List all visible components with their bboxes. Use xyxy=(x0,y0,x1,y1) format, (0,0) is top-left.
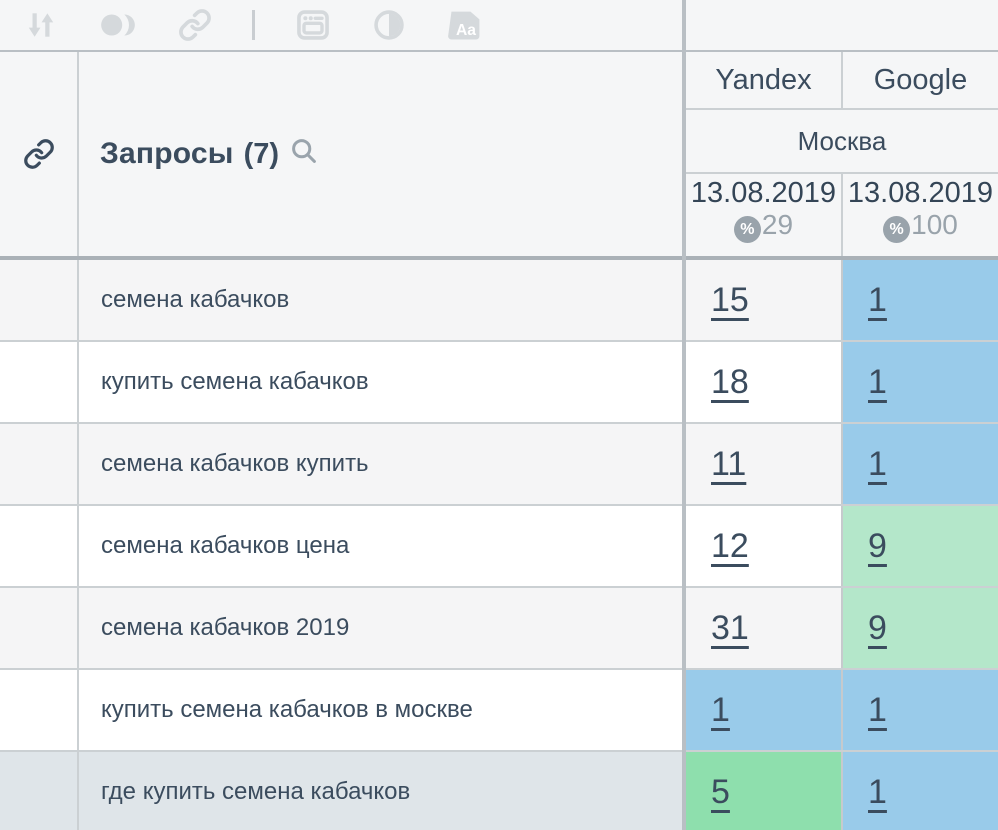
table-row: семена кабачков 2019 31 9 xyxy=(0,588,998,670)
keyword-cell[interactable]: купить семена кабачков xyxy=(79,342,686,422)
yandex-position-link[interactable]: 18 xyxy=(711,362,749,401)
visibility-percent: 29 xyxy=(761,209,794,241)
keyword-rows: семена кабачков 15 1 купить семена кабач… xyxy=(0,260,998,830)
yandex-position-cell: 15 xyxy=(686,260,843,340)
sort-icon[interactable] xyxy=(24,8,58,42)
google-position-link[interactable]: 9 xyxy=(868,608,887,647)
positions-header: Yandex Google Москва 13.08.2019 % 29 13.… xyxy=(686,52,998,256)
keyword-cell[interactable]: семена кабачков 2019 xyxy=(79,588,686,668)
google-position-link[interactable]: 1 xyxy=(868,280,887,319)
keyword-cell[interactable]: купить семена кабачков в москве xyxy=(79,670,686,750)
row-select-cell[interactable] xyxy=(0,506,79,586)
yandex-position-cell: 18 xyxy=(686,342,843,422)
date-header-google[interactable]: 13.08.2019 % 100 xyxy=(843,174,998,256)
google-position-link[interactable]: 9 xyxy=(868,526,887,565)
window-snippet-icon[interactable] xyxy=(295,7,331,43)
yandex-position-cell: 31 xyxy=(686,588,843,668)
keyword-label: семена кабачков купить xyxy=(101,450,369,477)
row-select-cell[interactable] xyxy=(0,342,79,422)
google-position-cell: 9 xyxy=(843,506,998,586)
google-position-link[interactable]: 1 xyxy=(868,772,887,811)
link-column-header[interactable] xyxy=(0,52,79,256)
keyword-label: семена кабачков xyxy=(101,286,290,313)
queries-header-cell: Запросы (7) xyxy=(0,52,682,256)
yandex-position-cell: 11 xyxy=(686,424,843,504)
google-position-cell: 1 xyxy=(843,424,998,504)
date-header-yandex[interactable]: 13.08.2019 % 29 xyxy=(686,174,843,256)
link-icon xyxy=(23,139,54,169)
google-position-link[interactable]: 1 xyxy=(868,690,887,729)
row-select-cell[interactable] xyxy=(0,670,79,750)
table-row: купить семена кабачков в москве 1 1 xyxy=(0,670,998,752)
region-header[interactable]: Москва xyxy=(686,110,998,174)
row-select-cell[interactable] xyxy=(0,424,79,504)
toolbar: Aa xyxy=(0,0,998,52)
yandex-position-cell: 5 xyxy=(686,752,843,830)
phases-icon[interactable] xyxy=(98,8,138,42)
row-select-cell[interactable] xyxy=(0,752,79,830)
snapshot-date: 13.08.2019 xyxy=(847,177,994,209)
column-header-yandex[interactable]: Yandex xyxy=(686,52,843,108)
yandex-position-link[interactable]: 1 xyxy=(711,690,730,729)
keyword-label: семена кабачков 2019 xyxy=(101,614,350,641)
yandex-position-link[interactable]: 15 xyxy=(711,280,749,319)
percent-icon: % xyxy=(883,216,911,244)
yandex-position-cell: 1 xyxy=(686,670,843,750)
table-row: семена кабачков цена 12 9 xyxy=(0,506,998,588)
visibility-percent: 100 xyxy=(911,209,958,241)
queries-title: Запросы xyxy=(100,137,234,170)
google-position-cell: 1 xyxy=(843,260,998,340)
row-select-cell[interactable] xyxy=(0,588,79,668)
column-header-google[interactable]: Google xyxy=(873,63,968,96)
contrast-icon[interactable] xyxy=(371,7,407,43)
yandex-position-cell: 12 xyxy=(686,506,843,586)
keyword-label: купить семена кабачков xyxy=(101,368,369,395)
yandex-position-link[interactable]: 31 xyxy=(711,608,749,647)
google-position-cell: 1 xyxy=(843,342,998,422)
toolbar-separator xyxy=(252,10,255,40)
table-row: семена кабачков купить 11 1 xyxy=(0,424,998,506)
google-position-link[interactable]: 1 xyxy=(868,362,887,401)
google-position-cell: 1 xyxy=(843,752,998,830)
yandex-position-link[interactable]: 11 xyxy=(711,444,747,483)
google-position-cell: 1 xyxy=(843,670,998,750)
google-position-cell: 9 xyxy=(843,588,998,668)
table-row: купить семена кабачков 18 1 xyxy=(0,342,998,424)
svg-text:Aa: Aa xyxy=(456,22,476,39)
keyword-label: где купить семена кабачков xyxy=(101,778,411,805)
yandex-position-link[interactable]: 5 xyxy=(711,772,730,811)
keyword-cell[interactable]: семена кабачков xyxy=(79,260,686,340)
panel-divider xyxy=(682,0,686,830)
keyword-cell[interactable]: где купить семена кабачков xyxy=(79,752,686,830)
keyword-label: семена кабачков цена xyxy=(101,532,350,559)
queries-count: (7) xyxy=(243,137,280,170)
table-row: где купить семена кабачков 5 1 xyxy=(0,752,998,830)
keyword-cell[interactable]: семена кабачков цена xyxy=(79,506,686,586)
google-position-link[interactable]: 1 xyxy=(868,444,887,483)
text-style-folder-icon[interactable]: Aa xyxy=(447,7,485,43)
snapshot-date: 13.08.2019 xyxy=(690,177,837,209)
table-header: Запросы (7) Yandex Google Москва 13.08.2… xyxy=(0,52,998,260)
search-icon[interactable] xyxy=(289,136,319,166)
yandex-position-link[interactable]: 12 xyxy=(711,526,749,565)
percent-icon: % xyxy=(733,216,761,244)
link-icon[interactable] xyxy=(178,8,212,42)
row-select-cell[interactable] xyxy=(0,260,79,340)
table-row: семена кабачков 15 1 xyxy=(0,260,998,342)
keyword-label: купить семена кабачков в москве xyxy=(101,696,473,723)
keyword-cell[interactable]: семена кабачков купить xyxy=(79,424,686,504)
